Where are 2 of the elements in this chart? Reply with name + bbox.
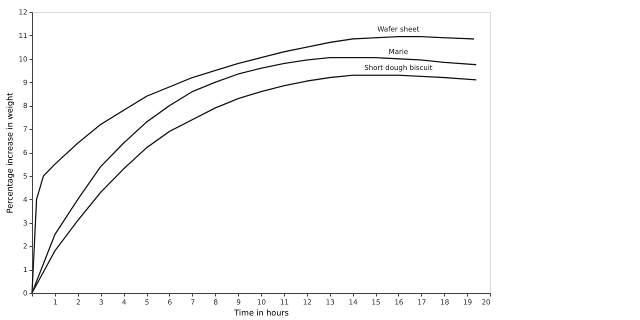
x-axis-title: Time in hours	[233, 308, 289, 318]
y-axis-title: Percentage increase in weight	[6, 92, 15, 214]
